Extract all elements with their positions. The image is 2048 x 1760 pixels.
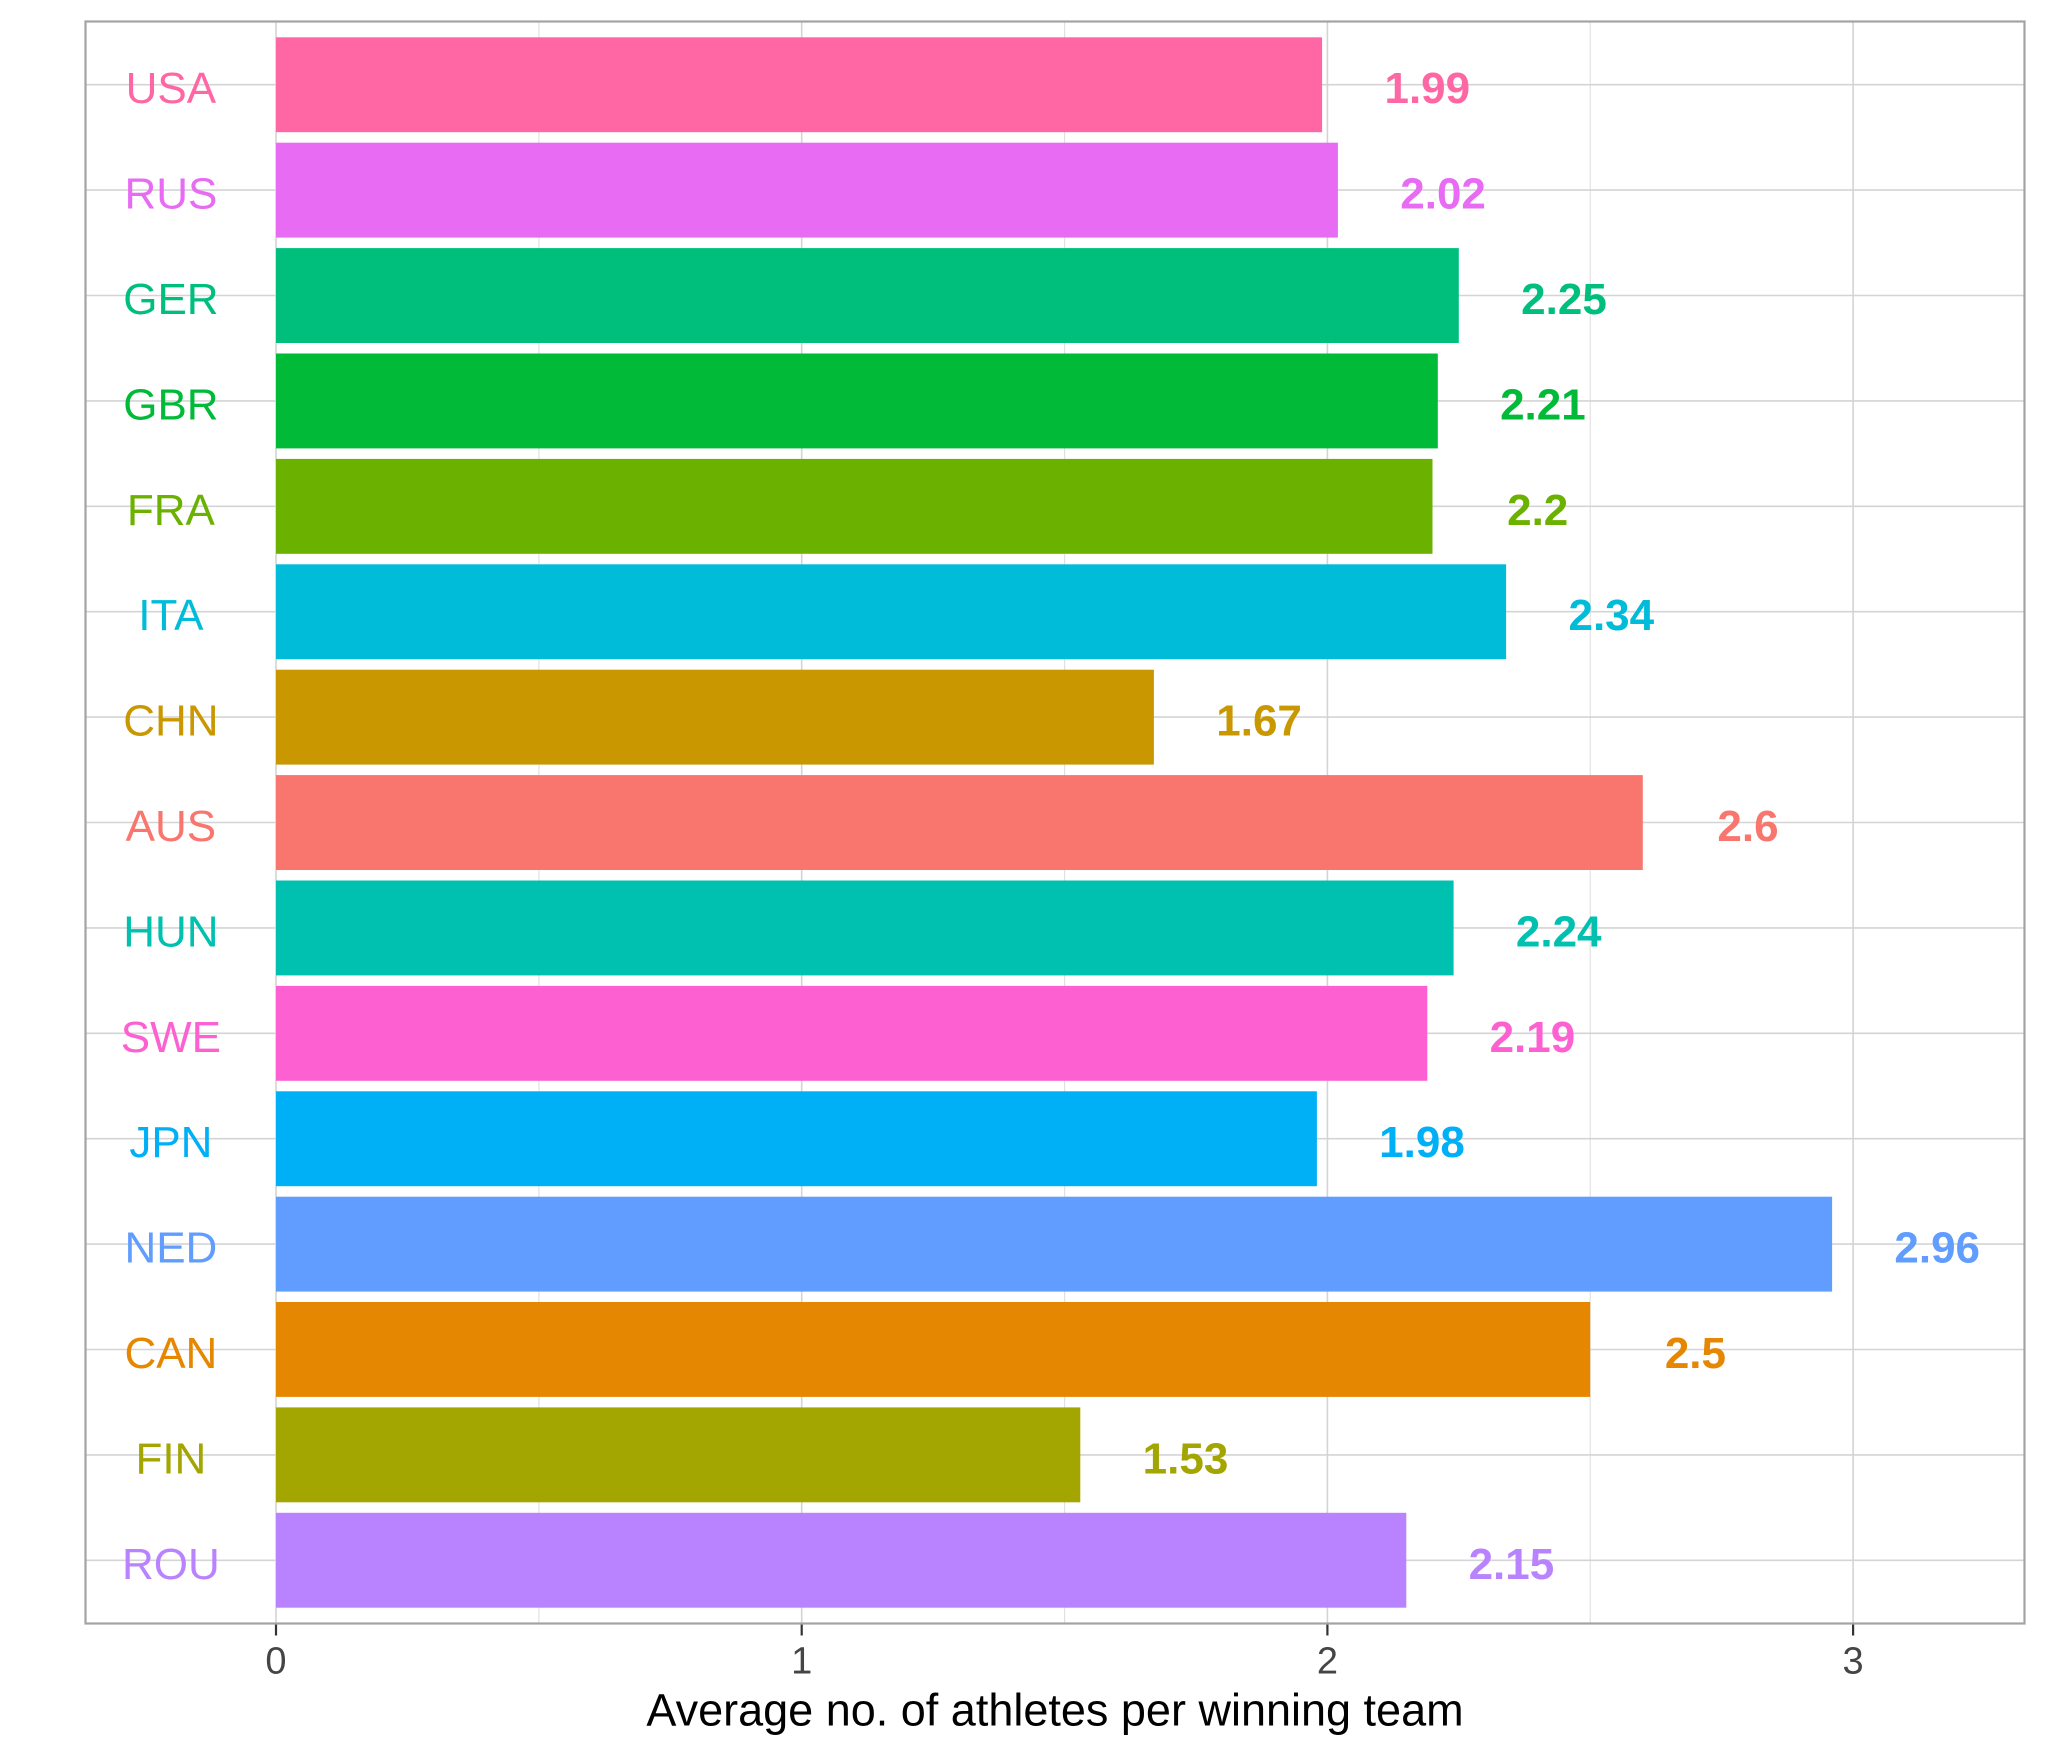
svg-text:1: 1 (791, 1641, 812, 1683)
svg-text:GBR: GBR (123, 380, 218, 429)
svg-text:2.19: 2.19 (1490, 1013, 1576, 1062)
svg-text:HUN: HUN (123, 907, 218, 956)
svg-text:2.2: 2.2 (1507, 486, 1568, 535)
svg-text:CAN: CAN (124, 1329, 217, 1378)
svg-text:1.99: 1.99 (1384, 64, 1470, 113)
svg-text:ROU: ROU (122, 1540, 220, 1589)
svg-text:2.96: 2.96 (1894, 1224, 1980, 1273)
svg-text:JPN: JPN (129, 1118, 212, 1167)
svg-text:AUS: AUS (126, 802, 216, 851)
svg-text:2.24: 2.24 (1516, 907, 1602, 956)
svg-text:1.53: 1.53 (1143, 1434, 1229, 1483)
svg-text:FRA: FRA (127, 486, 216, 535)
svg-text:CHN: CHN (123, 697, 218, 746)
svg-text:2.6: 2.6 (1717, 802, 1778, 851)
svg-text:2.34: 2.34 (1568, 591, 1654, 640)
svg-text:2.02: 2.02 (1400, 170, 1486, 219)
svg-text:Average no. of athletes per wi: Average no. of athletes per winning team (646, 1685, 1463, 1736)
svg-text:USA: USA (126, 64, 217, 113)
svg-text:3: 3 (1843, 1641, 1864, 1683)
svg-text:GER: GER (123, 275, 218, 324)
svg-text:ITA: ITA (138, 591, 204, 640)
svg-text:1.67: 1.67 (1216, 697, 1302, 746)
svg-text:RUS: RUS (124, 170, 217, 219)
svg-text:2: 2 (1317, 1641, 1338, 1683)
svg-text:2.15: 2.15 (1469, 1540, 1555, 1589)
svg-text:0: 0 (265, 1641, 286, 1683)
svg-text:1.98: 1.98 (1379, 1118, 1465, 1167)
svg-text:SWE: SWE (121, 1013, 221, 1062)
svg-text:NED: NED (124, 1224, 217, 1273)
svg-text:2.5: 2.5 (1665, 1329, 1726, 1378)
svg-text:2.21: 2.21 (1500, 380, 1586, 429)
svg-text:FIN: FIN (135, 1434, 206, 1483)
svg-text:2.25: 2.25 (1521, 275, 1607, 324)
